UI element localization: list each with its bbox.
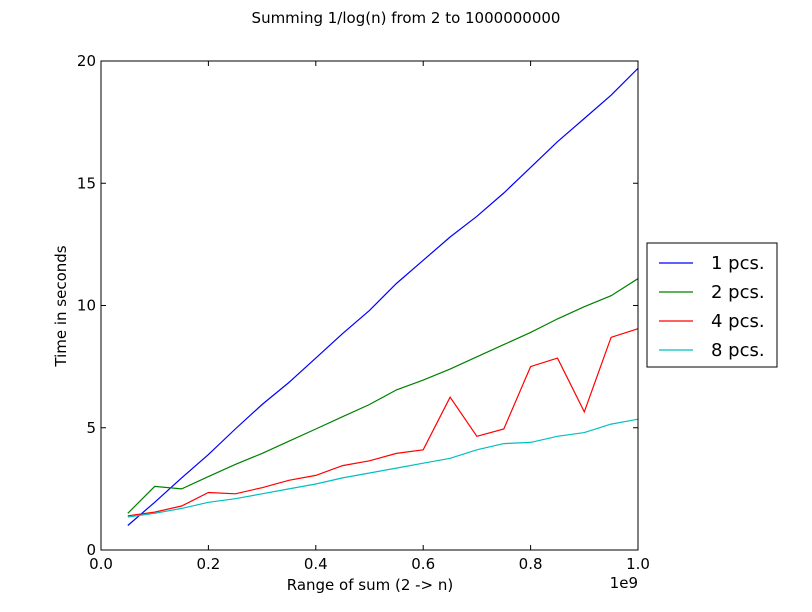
legend: 1 pcs. 2 pcs. 4 pcs. 8 pcs. xyxy=(646,242,778,368)
y-tick-label: 0 xyxy=(86,541,96,559)
x-tick-label: 0.2 xyxy=(196,555,220,573)
x-tick-label: 0.6 xyxy=(411,555,435,573)
legend-label: 2 pcs. xyxy=(711,282,765,303)
y-tick-label: 5 xyxy=(86,419,96,437)
x-axis-offset-label: 1e9 xyxy=(610,574,638,592)
series-line-3 xyxy=(127,328,639,517)
series-line-2 xyxy=(127,278,639,514)
y-axis-label: Time in seconds xyxy=(52,245,70,367)
y-tick-label: 20 xyxy=(77,52,96,70)
series-line-1 xyxy=(127,67,639,526)
x-tick-label: 0.8 xyxy=(519,555,543,573)
legend-label: 8 pcs. xyxy=(711,340,765,361)
x-tick-label: 0.4 xyxy=(304,555,328,573)
y-tick-label: 10 xyxy=(77,297,96,315)
series-line-4 xyxy=(127,418,639,518)
x-axis-label: Range of sum (2 -> n) xyxy=(287,576,454,594)
chart-title: Summing 1/log(n) from 2 to 1000000000 xyxy=(252,9,561,27)
x-tick-label: 1.0 xyxy=(626,555,650,573)
x-tick-label: 0.0 xyxy=(89,555,113,573)
legend-frame xyxy=(646,242,778,368)
legend-label: 1 pcs. xyxy=(711,253,765,274)
series-layer xyxy=(127,67,639,526)
y-tick-label: 15 xyxy=(77,174,96,192)
legend-label: 4 pcs. xyxy=(711,311,765,332)
axis-ticks: 0.0 0.2 0.4 0.6 0.8 1.0 0 5 10 15 20 xyxy=(77,52,650,573)
